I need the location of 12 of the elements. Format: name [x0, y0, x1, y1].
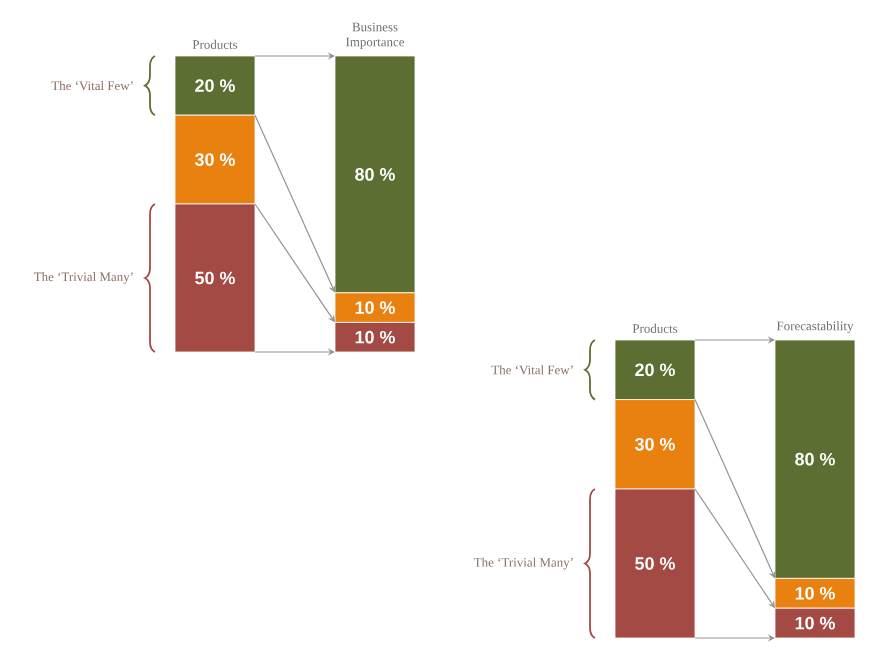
data-label: 10 %	[795, 586, 835, 600]
data-label: 20 %	[635, 363, 675, 377]
data-label: 10 %	[355, 301, 395, 314]
data-label: 10 %	[795, 616, 835, 630]
data-label: 20 %	[195, 79, 235, 92]
data-label: 10 %	[355, 330, 395, 344]
data-label: 30 %	[634, 437, 675, 451]
data-label: 80 %	[355, 168, 395, 181]
data-label: 80 %	[795, 452, 835, 466]
data-label: 30 %	[194, 153, 235, 166]
data-label: 50 %	[635, 557, 675, 570]
data-label: 50 %	[195, 271, 235, 285]
